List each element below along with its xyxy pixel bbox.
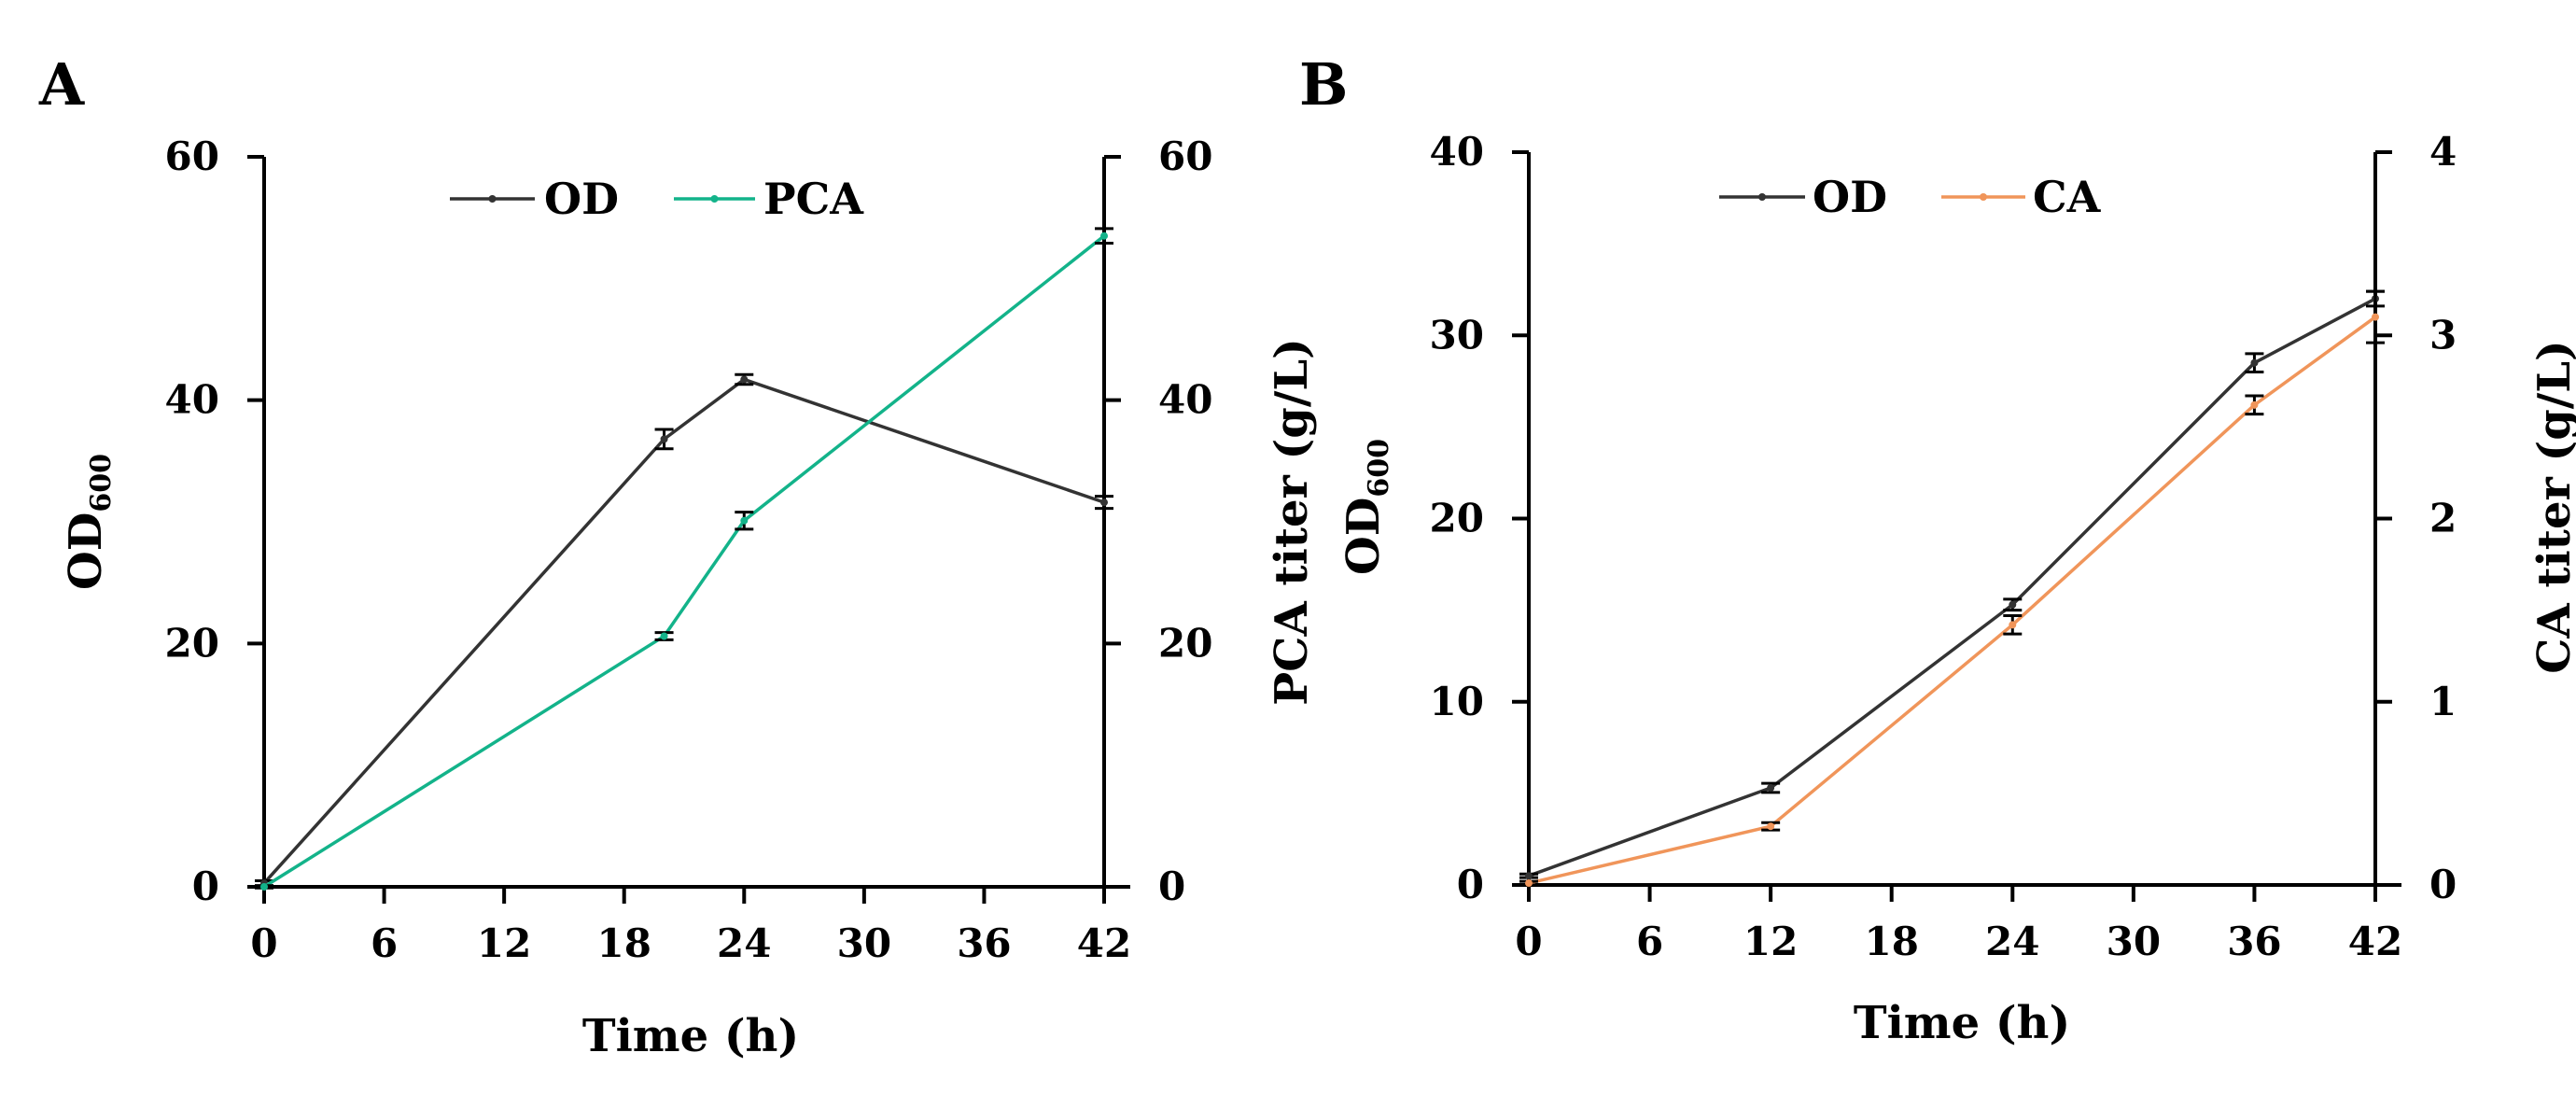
data-point-od	[740, 375, 749, 384]
y2-tick-label: 2	[2429, 496, 2457, 541]
data-point-pca	[740, 516, 749, 525]
data-point-od	[660, 435, 668, 443]
x-tick-label: 18	[596, 920, 651, 966]
legend-label-od: OD	[1813, 172, 1887, 222]
series-line-pca	[263, 234, 1106, 889]
x-tick-label: 24	[717, 920, 771, 966]
y-tick-label: 40	[165, 377, 219, 423]
data-point-ca	[2372, 313, 2379, 321]
y-tick-label: 20	[1430, 496, 1484, 541]
x-tick-label: 36	[2227, 919, 2281, 964]
x-tick-label: 42	[1077, 920, 1131, 966]
y-tick-label: 0	[1457, 862, 1484, 907]
y-axis-title-main: OD	[1337, 498, 1390, 575]
x-tick-label: 24	[1985, 919, 2039, 964]
data-point-pca	[260, 883, 268, 891]
y-axis-title-subscript: 600	[85, 454, 118, 512]
data-point-pca	[660, 632, 668, 640]
x-tick-label: 0	[250, 920, 277, 966]
data-point-pca	[1100, 232, 1108, 240]
y2-tick-label: 1	[2429, 679, 2457, 724]
y-axis-title-subscript: 600	[1363, 439, 1395, 498]
y2-tick-label: 0	[1158, 863, 1185, 909]
y2-tick-label: 40	[1158, 377, 1212, 423]
x-tick-label: 36	[957, 920, 1011, 966]
data-point-od	[2250, 358, 2259, 367]
y2-axis-title: PCA titer (g/L)	[1266, 338, 1318, 706]
legend-label-pca: PCA	[763, 174, 864, 224]
data-point-od	[1767, 783, 1775, 792]
x-tick-label: 0	[1515, 919, 1542, 964]
x-tick-label: 6	[1636, 919, 1663, 964]
data-point-od	[2009, 600, 2017, 609]
y2-tick-label: 0	[2429, 862, 2457, 907]
x-axis-title: Time (h)	[582, 1010, 799, 1062]
panel-b-label: B	[1299, 50, 1348, 119]
x-tick-label: 30	[2107, 919, 2161, 964]
panel-a-label: A	[38, 50, 85, 119]
data-point-od	[1525, 872, 1533, 880]
data-point-od	[1100, 498, 1108, 507]
legend-marker-ca	[1980, 193, 1987, 201]
data-point-ca	[1525, 879, 1533, 888]
y-tick-label: 60	[165, 133, 219, 179]
series-line-od	[1528, 297, 2376, 877]
legend-marker-od	[488, 195, 497, 203]
data-point-ca	[2009, 621, 2017, 629]
y-axis-title-main: OD	[60, 512, 112, 590]
y-tick-label: 40	[1430, 129, 1484, 175]
y-tick-label: 20	[165, 620, 219, 666]
y2-tick-label: 4	[2429, 129, 2457, 175]
y2-tick-label: 3	[2429, 312, 2457, 358]
y-tick-label: 0	[192, 863, 219, 909]
x-tick-label: 12	[1743, 919, 1798, 964]
data-point-ca	[1767, 822, 1775, 831]
x-tick-label: 12	[477, 920, 531, 966]
legend-marker-pca	[710, 195, 719, 203]
x-tick-label: 30	[837, 920, 891, 966]
y-axis-title: OD600	[1337, 439, 1395, 575]
x-tick-label: 6	[371, 920, 398, 966]
x-axis-title: Time (h)	[1854, 997, 2070, 1049]
y-tick-label: 10	[1430, 679, 1484, 724]
y-tick-label: 30	[1430, 312, 1484, 358]
legend-marker-od	[1758, 193, 1766, 201]
y2-tick-label: 60	[1158, 133, 1212, 179]
legend-label-ca: CA	[2033, 172, 2102, 222]
y2-axis-title: CA titer (g/L)	[2528, 340, 2576, 674]
x-tick-label: 18	[1864, 919, 1918, 964]
x-tick-label: 42	[2348, 919, 2402, 964]
series-line-od	[262, 377, 1105, 885]
series-line-ca	[1528, 316, 2377, 885]
data-point-ca	[2250, 400, 2259, 409]
y2-tick-label: 20	[1158, 620, 1212, 666]
legend-label-od: OD	[544, 174, 619, 224]
y-axis-title: OD600	[60, 454, 118, 590]
